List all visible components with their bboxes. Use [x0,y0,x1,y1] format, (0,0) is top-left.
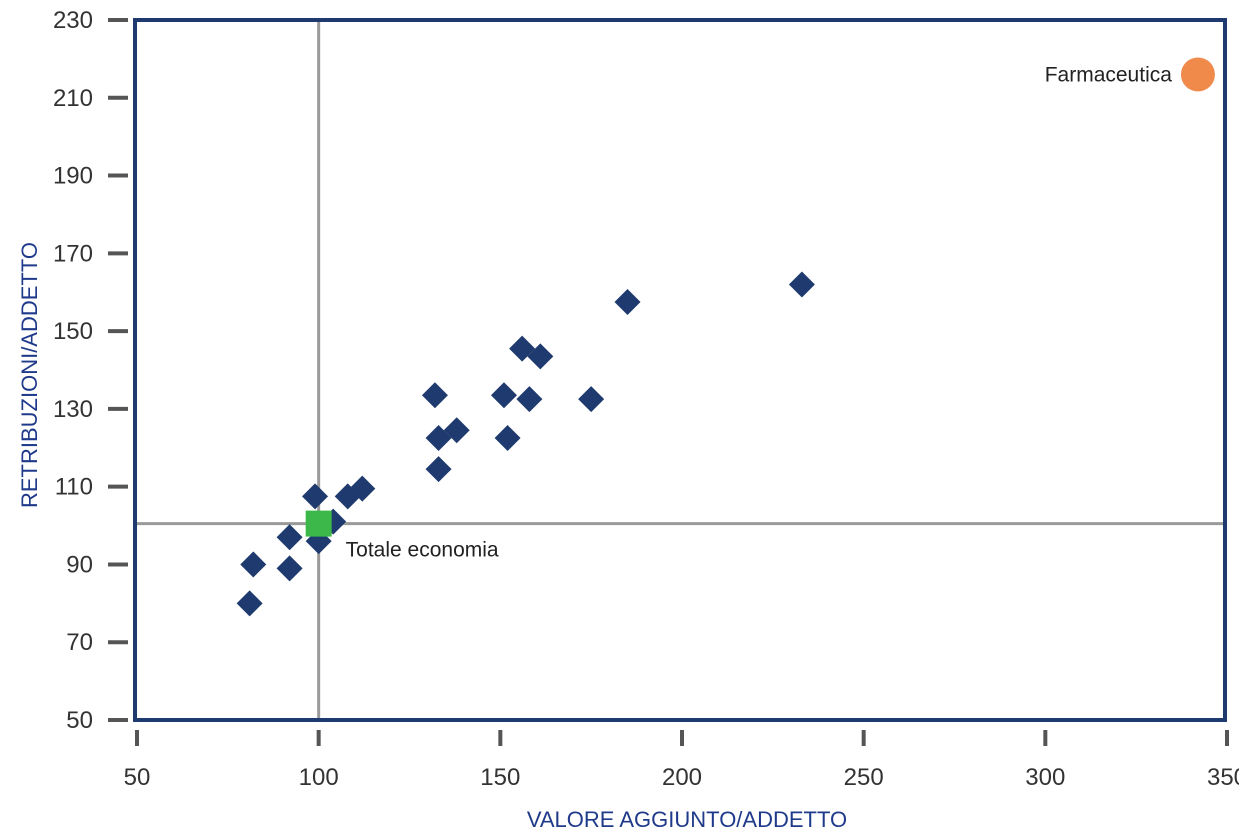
data-point [578,386,605,413]
data-point [349,475,376,502]
x-axis-ticks: 50 100 150 200 250 300 350 [124,730,1239,791]
y-tick-label: 70 [66,629,93,656]
plot-frame [133,18,1227,722]
data-point [425,456,452,483]
data-point [443,417,470,444]
data-point [276,524,303,551]
y-tick-label: 210 [53,85,93,112]
x-tick-label: 200 [662,764,702,791]
data-point [421,382,448,409]
data-point [276,555,303,582]
x-tick-label: 50 [124,764,151,791]
data-point [788,271,815,298]
data-points [236,57,1215,617]
x-tick-label: 150 [480,764,520,791]
data-point [516,386,543,413]
y-tick-label: 90 [66,551,93,578]
totale-economia-point [305,510,332,537]
data-point [494,425,521,452]
farmaceutica-label: Farmaceutica [1045,63,1173,86]
x-tick-label: 350 [1207,764,1239,791]
data-point [527,343,554,370]
x-tick-label: 250 [844,764,884,791]
farmaceutica-point [1180,57,1215,92]
x-tick-label: 300 [1025,764,1065,791]
y-tick-label: 190 [53,163,93,190]
y-tick-label: 130 [53,396,93,423]
reference-lines [137,20,1225,720]
x-tick-label: 100 [299,764,339,791]
annotations: Totale economia Farmaceutica [346,63,1173,561]
data-point [302,483,329,510]
y-tick-label: 110 [55,474,93,501]
x-axis-title: VALORE AGGIUNTO/ADDETTO [527,807,847,832]
y-tick-label: 170 [53,240,93,267]
data-point [236,590,263,617]
data-point [490,382,517,409]
y-axis-ticks: 50 70 90 110 130 150 170 190 210 230 [53,7,128,734]
y-tick-label: 150 [53,318,93,345]
data-point [614,288,641,315]
y-tick-label: 230 [53,7,93,34]
totale-economia-label: Totale economia [346,539,499,562]
data-point [240,551,267,578]
y-axis-title: RETRIBUZIONI/ADDETTO [17,242,42,508]
y-tick-label: 50 [66,707,93,734]
